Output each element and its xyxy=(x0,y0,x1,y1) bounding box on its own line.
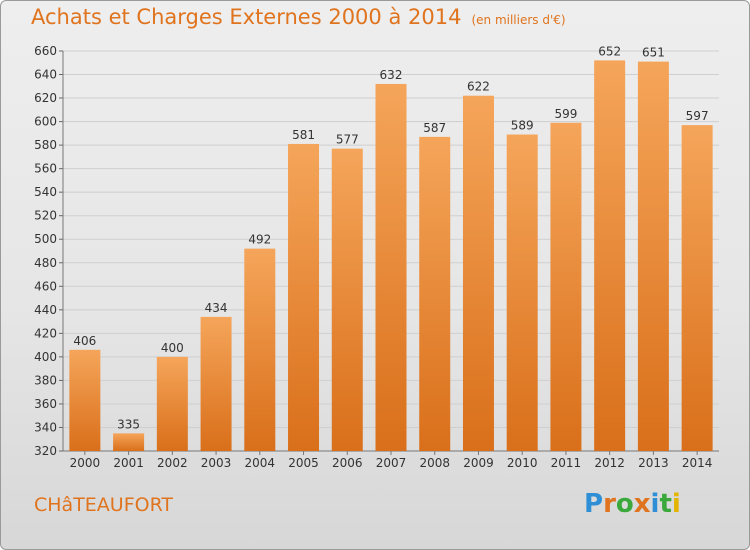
x-tick-label: 2009 xyxy=(463,456,494,470)
data-label: 651 xyxy=(642,46,665,60)
x-tick-label: 2006 xyxy=(332,456,363,470)
brand-letter: t xyxy=(659,489,672,519)
bar xyxy=(550,122,582,451)
bar xyxy=(375,83,407,452)
place-name: CHâTEAUFORT xyxy=(34,494,174,516)
chart-title-text: Achats et Charges Externes 2000 à 2014 xyxy=(31,5,462,29)
y-tick-label: 520 xyxy=(34,209,57,223)
data-label: 335 xyxy=(117,417,140,431)
y-tick-label: 640 xyxy=(34,68,57,82)
y-tick-labels: 320 340 360 380 400 420 440 460 480 500 520 540 560 5… xyxy=(34,44,57,458)
x-tick-labels: 2000 2001 2002 2003 2004 2005 2006 2007 2008 2009… xyxy=(70,456,713,470)
proxiti-logo[interactable]: Proxiti xyxy=(584,489,681,519)
bar xyxy=(69,349,101,451)
y-tick-label: 600 xyxy=(34,115,57,129)
x-tick-label: 2014 xyxy=(682,456,713,470)
bar xyxy=(156,356,188,451)
bar xyxy=(113,433,145,451)
y-tick-label: 440 xyxy=(34,303,57,317)
bar xyxy=(288,143,320,452)
chart-title: Achats et Charges Externes 2000 à 2014 (e… xyxy=(31,5,566,29)
data-label: 599 xyxy=(554,107,577,121)
data-label: 406 xyxy=(73,334,96,348)
y-tick-label: 320 xyxy=(34,444,57,458)
y-tick-label: 460 xyxy=(34,279,57,293)
x-tick-label: 2001 xyxy=(113,456,144,470)
brand-letter: i xyxy=(671,489,681,519)
chart-subtitle: (en milliers d'€) xyxy=(471,13,566,27)
y-tick-label: 540 xyxy=(34,185,57,199)
x-tick-label: 2002 xyxy=(157,456,188,470)
x-tick-label: 2000 xyxy=(70,456,101,470)
brand-letter: r xyxy=(603,489,616,519)
x-tick-label: 2007 xyxy=(376,456,407,470)
bar xyxy=(637,61,669,452)
data-label: 622 xyxy=(467,80,490,94)
data-label: 492 xyxy=(248,233,271,247)
y-tick-label: 340 xyxy=(34,420,57,434)
x-tick-label: 2012 xyxy=(594,456,625,470)
y-tick-label: 660 xyxy=(34,44,57,58)
bar xyxy=(681,125,713,451)
y-tick-label: 480 xyxy=(34,256,57,270)
bar xyxy=(331,148,363,451)
y-tick-label: 580 xyxy=(34,138,57,152)
bars xyxy=(69,60,713,452)
y-tick-label: 380 xyxy=(34,373,57,387)
x-tick-label: 2004 xyxy=(245,456,276,470)
y-tick-label: 500 xyxy=(34,232,57,246)
data-label: 597 xyxy=(686,109,709,123)
bar xyxy=(594,60,626,451)
x-tick-label: 2010 xyxy=(507,456,538,470)
brand-letter: i xyxy=(650,489,660,519)
data-label: 589 xyxy=(511,119,534,133)
bar xyxy=(200,316,232,451)
data-label: 581 xyxy=(292,128,315,142)
y-tick-label: 560 xyxy=(34,162,57,176)
x-tick-label: 2011 xyxy=(551,456,582,470)
data-labels: 406 335 400 434 492 581 577 632 587 622 589 599 652 6… xyxy=(73,44,708,431)
x-tick-label: 2013 xyxy=(638,456,669,470)
bar xyxy=(506,134,538,451)
brand-letter: P xyxy=(584,489,604,519)
brand-letter: o xyxy=(615,489,634,519)
bar xyxy=(419,136,451,451)
y-tick-label: 400 xyxy=(34,350,57,364)
y-tick-label: 420 xyxy=(34,326,57,340)
x-tick-label: 2005 xyxy=(288,456,319,470)
data-label: 652 xyxy=(598,44,621,58)
data-label: 587 xyxy=(423,121,446,135)
bar xyxy=(462,95,494,452)
data-label: 434 xyxy=(205,301,228,315)
brand-letter: x xyxy=(633,489,651,519)
y-tick-label: 620 xyxy=(34,91,57,105)
data-label: 577 xyxy=(336,133,359,147)
bar xyxy=(244,248,276,451)
data-label: 400 xyxy=(161,341,184,355)
y-tick-label: 360 xyxy=(34,397,57,411)
x-tick-label: 2008 xyxy=(419,456,450,470)
x-tick-label: 2003 xyxy=(201,456,232,470)
data-label: 632 xyxy=(380,68,403,82)
